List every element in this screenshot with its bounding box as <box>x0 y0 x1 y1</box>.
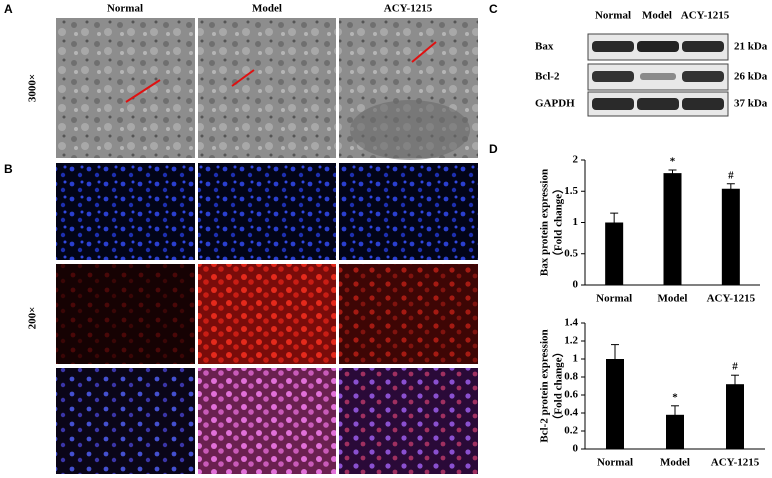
y-tick-label: 2 <box>573 154 579 166</box>
y-tick-label: 1.5 <box>564 185 578 197</box>
band-label: Bax <box>535 41 554 53</box>
significance-mark: * <box>672 391 678 403</box>
y-tick-label: 1 <box>573 216 579 228</box>
column-label: Model <box>252 3 282 15</box>
arrow <box>125 79 161 103</box>
dapi-image <box>56 163 195 260</box>
em-image <box>56 18 195 158</box>
column-label: ACY-1215 <box>384 3 433 15</box>
y-tick-label: 1 <box>573 353 579 365</box>
panel-label: D <box>489 142 498 156</box>
western-blot <box>587 33 729 117</box>
band <box>637 41 679 52</box>
band-size: 21 kDa <box>734 41 768 53</box>
x-tick-label: Normal <box>596 293 632 305</box>
panel-label: C <box>489 2 498 16</box>
lane-label: Normal <box>595 10 631 22</box>
x-tick-label: Model <box>660 457 690 469</box>
band <box>682 41 724 52</box>
bar <box>663 173 682 285</box>
bar <box>606 359 624 449</box>
bar <box>726 384 744 449</box>
y-tick-label: 0 <box>573 443 579 455</box>
band <box>682 98 724 110</box>
bar <box>605 222 624 285</box>
merge-image <box>198 368 336 474</box>
bar <box>721 188 740 285</box>
significance-mark: # <box>732 361 738 373</box>
y-tick-label: 0.4 <box>564 407 578 419</box>
y-axis-label: Bcl-2 protein expression <box>539 329 551 442</box>
column-label: Normal <box>107 3 143 15</box>
y-tick-label: 0.5 <box>564 247 578 259</box>
micrographs <box>56 18 478 474</box>
x-tick-label: ACY-1215 <box>711 457 760 469</box>
band-label: Bcl-2 <box>535 71 560 83</box>
band-size: 26 kDa <box>734 71 768 83</box>
significance-mark: * <box>670 156 676 168</box>
merge-image <box>56 368 195 474</box>
x-tick-label: Normal <box>597 457 633 469</box>
band <box>637 98 679 110</box>
y-axis-label: Bax protein expression <box>539 169 551 276</box>
y-tick-label: 0 <box>573 279 579 291</box>
band <box>640 73 676 80</box>
dapi-image <box>339 163 478 260</box>
magnification: 3000× <box>27 74 39 102</box>
band <box>592 98 634 110</box>
arrow <box>411 41 437 63</box>
nucleus <box>350 100 470 160</box>
lane-label: Model <box>642 10 672 22</box>
x-tick-label: ACY-1215 <box>707 293 756 305</box>
red-image <box>56 264 195 364</box>
y-tick-label: 1.4 <box>564 317 578 329</box>
y-axis-label: （Fold change） <box>552 346 565 425</box>
merge-image <box>339 368 478 474</box>
magnification: 200× <box>27 307 39 330</box>
panel-label: A <box>4 2 13 16</box>
y-tick-label: 0.2 <box>564 425 578 437</box>
x-tick-label: Model <box>658 293 688 305</box>
y-tick-label: 1.2 <box>564 335 578 347</box>
lane-label: ACY-1215 <box>681 10 730 22</box>
red-image <box>198 264 336 364</box>
band <box>592 41 634 52</box>
panel-label: B <box>4 162 13 176</box>
em-image <box>198 18 336 158</box>
y-axis-label: （Fold change） <box>552 183 565 262</box>
band-label: GAPDH <box>535 98 575 110</box>
arrow <box>231 69 255 87</box>
significance-mark: # <box>728 169 734 181</box>
y-tick-label: 0.6 <box>564 389 578 401</box>
dapi-image <box>198 163 336 260</box>
band <box>592 71 634 82</box>
red-image <box>339 264 478 364</box>
bar <box>666 414 684 449</box>
band-size: 37 kDa <box>734 98 768 110</box>
y-tick-label: 0.8 <box>564 371 578 383</box>
band <box>682 71 724 82</box>
